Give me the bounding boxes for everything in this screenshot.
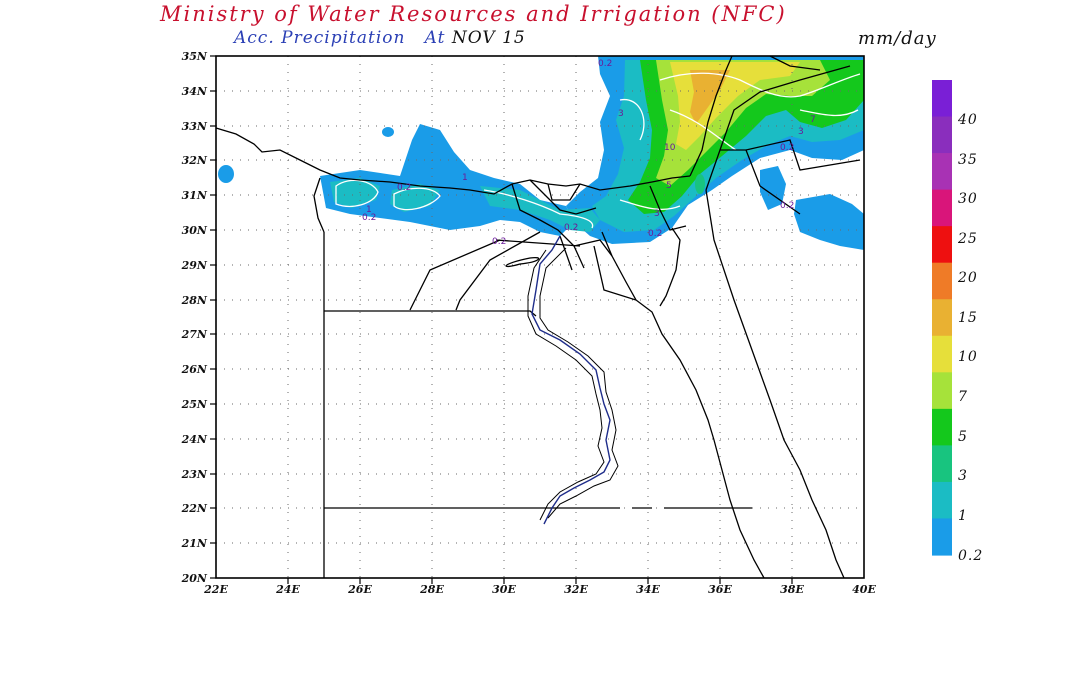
rain-field-libya-3mm — [330, 178, 380, 208]
nile-valley — [527, 247, 619, 521]
lat-label: 29N — [181, 259, 208, 272]
lon-label: 24E — [275, 583, 300, 596]
lon-label: 40E — [852, 583, 876, 596]
contour-label: 5 — [666, 181, 672, 191]
lon-label: 34E — [636, 583, 660, 596]
country-boundaries — [215, 55, 861, 579]
axis-ticks — [210, 55, 793, 584]
contour-label: 3 — [798, 127, 804, 137]
lat-label: 32N — [182, 154, 208, 167]
rain-blob-sinai — [695, 174, 705, 194]
lon-label: 30E — [492, 583, 516, 596]
contour-label: 0.2 — [492, 237, 506, 247]
contour-label: 0.2 — [780, 143, 794, 153]
lat-label: 30N — [182, 224, 208, 237]
latitude-labels: 35N 34N 33N 32N 31N 30N 29N 28N 27N 26N … — [181, 50, 208, 585]
colorbar-swatch — [932, 226, 952, 264]
colorbar-swatch — [932, 445, 952, 483]
contour-label: 0.2 — [564, 223, 578, 233]
lat-label: 35N — [182, 50, 208, 63]
colorbar-labels: 40 35 30 25 20 15 10 7 5 3 1 0.2 — [957, 112, 983, 564]
lat-label: 31N — [182, 189, 208, 202]
colorbar-label: 25 — [957, 231, 978, 247]
red-sea-coastline — [601, 231, 765, 579]
colorbar-label: 30 — [958, 191, 978, 207]
colorbar-label: 15 — [958, 310, 978, 326]
lat-label: 23N — [181, 468, 208, 481]
colorbar-swatch — [932, 408, 952, 446]
lat-label: 24N — [181, 433, 208, 446]
contour-label: 0.2 — [397, 183, 411, 193]
lat-label: 28N — [181, 294, 208, 307]
lon-label: 32E — [564, 583, 588, 596]
colorbar-label: 35 — [958, 152, 978, 168]
colorbar-swatch — [932, 262, 952, 300]
colorbar-swatch — [932, 299, 952, 337]
mediterranean-coastline — [215, 127, 691, 195]
colorbar-label: 0.2 — [958, 548, 983, 564]
colorbar-swatch — [932, 372, 952, 410]
colorbar-swatch — [932, 481, 952, 520]
lat-label: 25N — [181, 398, 208, 411]
contour-value-labels: 0.2 0.2 1 0.2 0.2 0.2 0.2 1 3 10 3 0.2 0… — [362, 59, 816, 247]
subtitle-label: Acc. Precipitation — [234, 28, 406, 48]
lon-label: 26E — [347, 583, 372, 596]
levant-coastline — [689, 55, 733, 177]
contour-label: 0.2 — [362, 213, 376, 223]
map-title: Ministry of Water Resources and Irrigati… — [160, 2, 787, 26]
colorbar-label: 20 — [957, 270, 978, 286]
rain-field-delta — [480, 186, 600, 232]
colorbar-label: 10 — [958, 349, 978, 365]
lon-label: 38E — [780, 583, 804, 596]
colorbar-label: 1 — [958, 508, 968, 524]
colorbar-label: 5 — [958, 429, 968, 445]
lat-label: 34N — [182, 85, 208, 98]
rain-blob-west — [218, 165, 234, 183]
contour-label: 3 — [654, 209, 660, 219]
contour-label: 0.2 — [598, 59, 612, 69]
colorbar-label: 7 — [958, 389, 968, 405]
colorbar-label: 40 — [957, 112, 978, 128]
units-label: mm/day — [858, 28, 937, 49]
lon-label: 28E — [419, 583, 444, 596]
subtitle-date: NOV 15 — [451, 28, 526, 48]
map-subtitle: Acc. Precipitation At NOV 15 — [234, 28, 526, 48]
lat-label: 21N — [181, 537, 208, 550]
contour-label: 1 — [366, 205, 372, 215]
lat-label: 20N — [181, 572, 208, 585]
contour-label: 7 — [810, 115, 816, 125]
rain-blob-north — [382, 127, 394, 137]
contour-label: 3 — [618, 109, 624, 119]
lon-label: 36E — [708, 583, 732, 596]
lat-label: 22N — [181, 502, 208, 515]
lon-label: 22E — [203, 583, 228, 596]
contour-label: 1 — [462, 173, 468, 183]
contour-label: 10 — [664, 143, 676, 153]
lat-label: 27N — [181, 328, 208, 341]
colorbar-swatch — [932, 335, 952, 373]
rain-field-southeast — [794, 194, 864, 250]
subtitle-at: At — [424, 28, 446, 48]
map-frame — [215, 55, 865, 579]
colorbar-swatch — [932, 153, 952, 191]
colorbar-swatch — [932, 116, 952, 154]
contour-label: 0.2 — [648, 229, 662, 239]
colorbar-swatch — [932, 80, 952, 118]
contour-label: 0.2 — [780, 201, 794, 211]
colorbar-swatch — [932, 518, 952, 556]
lat-label: 26N — [181, 363, 208, 376]
longitude-labels: 22E 24E 26E 28E 30E 32E 34E 36E 38E 40E — [203, 583, 876, 596]
rain-field-east-15mm — [690, 70, 730, 124]
lat-label: 33N — [182, 120, 208, 133]
colorbar-swatch — [932, 189, 952, 227]
contour-lines — [335, 72, 861, 229]
nile-river — [531, 235, 611, 525]
colorbar — [932, 80, 952, 556]
colorbar-label: 3 — [958, 468, 968, 484]
